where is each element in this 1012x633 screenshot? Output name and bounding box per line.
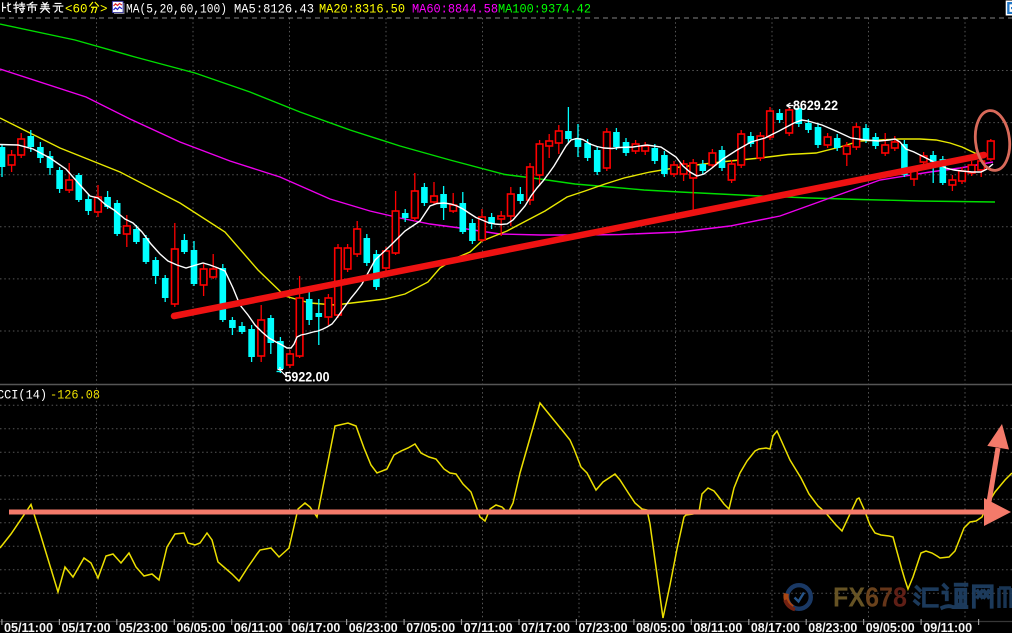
svg-text:06/11:00: 06/11:00 [234,620,283,633]
svg-text:05/23:00: 05/23:00 [119,620,168,633]
svg-text:08/05:00: 08/05:00 [636,620,685,633]
svg-text:05/17:00: 05/17:00 [62,620,111,633]
svg-text:CCI(14): CCI(14) [0,389,47,403]
svg-text:07/23:00: 07/23:00 [579,620,628,633]
svg-text:MA60:8844.58: MA60:8844.58 [412,3,498,17]
svg-text:MA100:9374.42: MA100:9374.42 [498,3,591,17]
svg-text:08/17:00: 08/17:00 [751,620,800,633]
svg-text:09/05:00: 09/05:00 [866,620,915,633]
svg-text:07/17:00: 07/17:00 [521,620,570,633]
svg-text:08/23:00: 08/23:00 [808,620,857,633]
svg-text:>: > [100,3,108,17]
svg-text:07/11:00: 07/11:00 [464,620,513,633]
svg-text:-126.08: -126.08 [50,389,100,403]
svg-text:MA5:8126.43: MA5:8126.43 [234,3,314,17]
svg-text:FX678: FX678 [833,582,907,613]
svg-text:06/23:00: 06/23:00 [349,620,398,633]
svg-text:05/11:00: 05/11:00 [4,620,53,633]
svg-text:8629.22: 8629.22 [793,98,838,113]
svg-text:08/11:00: 08/11:00 [693,620,742,633]
svg-text:06/17:00: 06/17:00 [291,620,340,633]
svg-text:09/11:00: 09/11:00 [923,620,972,633]
svg-text:5922.00: 5922.00 [285,370,330,385]
svg-text:MA(5,20,60,100): MA(5,20,60,100) [126,3,227,17]
svg-text:<60: <60 [65,3,88,17]
svg-text:07/05:00: 07/05:00 [406,620,455,633]
svg-text:MA20:8316.50: MA20:8316.50 [319,3,405,17]
svg-text:06/05:00: 06/05:00 [176,620,225,633]
